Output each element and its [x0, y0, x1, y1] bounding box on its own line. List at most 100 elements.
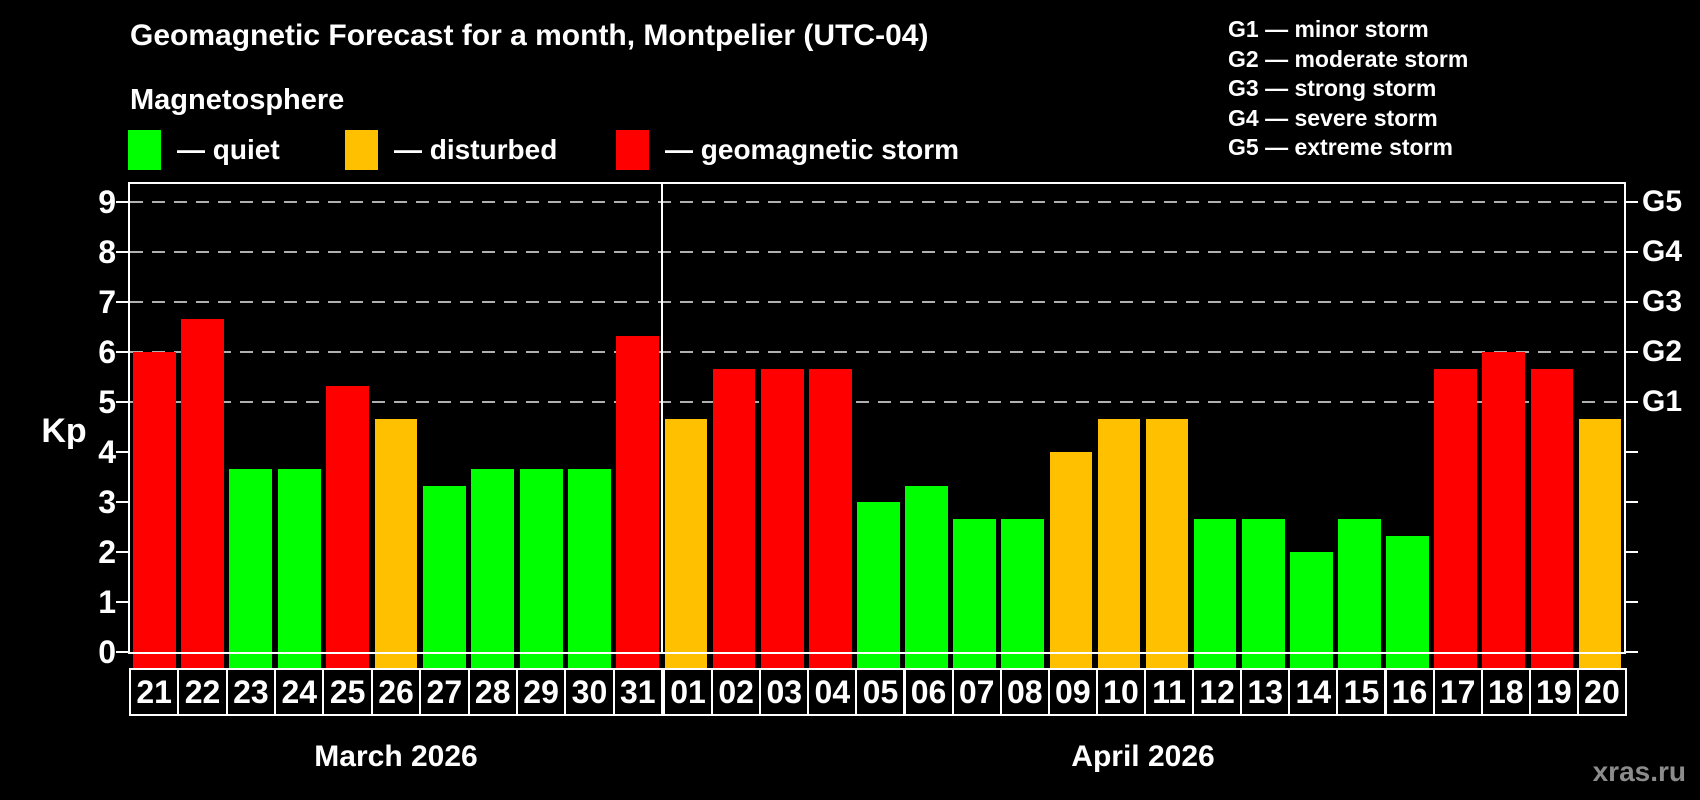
daybox-march-30: 30	[564, 668, 615, 716]
legend-item-disturbed: — disturbed	[345, 130, 557, 170]
daybox-april-06: 06	[903, 668, 954, 716]
daybox-march-21: 21	[129, 668, 180, 716]
month-separator-line	[661, 184, 663, 652]
daybox-april-11: 11	[1144, 668, 1195, 716]
daybox-march-27: 27	[419, 668, 470, 716]
plot-border	[128, 182, 1626, 654]
bar-march-28	[471, 468, 515, 668]
legend-item-storm: — geomagnetic storm	[616, 130, 959, 170]
ytick-left-4	[116, 451, 128, 453]
ytick-label-7: 7	[98, 284, 116, 320]
ytick-left-7	[116, 301, 128, 303]
bar-april-05	[857, 502, 900, 668]
storm-scale-line-4: G4 — severe storm	[1228, 104, 1438, 131]
bar-april-08	[1001, 518, 1045, 668]
bar-april-01	[664, 418, 708, 668]
ytick-label-3: 3	[98, 484, 116, 520]
g-axis-label-g4: G4	[1642, 235, 1683, 268]
bar-march-31	[616, 335, 660, 668]
bar-april-10	[1097, 418, 1141, 668]
bar-march-25	[326, 385, 370, 668]
storm-scale-line-2: G2 — moderate storm	[1228, 45, 1469, 72]
ytick-right-9	[1626, 201, 1638, 203]
bar-march-26	[374, 418, 418, 668]
bar-april-12	[1193, 518, 1237, 668]
gridline-kp8	[130, 251, 1624, 253]
storm-scale-legend: G1 — minor storm G2 — moderate storm G3 — …	[1228, 15, 1468, 163]
storm-scale-line-5: G5 — extreme storm	[1228, 134, 1453, 160]
ytick-label-4: 4	[98, 434, 116, 470]
legend-swatch-storm	[616, 130, 649, 170]
daybox-april-18: 18	[1480, 668, 1531, 716]
legend-swatch-disturbed	[345, 130, 378, 170]
daybox-april-12: 12	[1192, 668, 1243, 716]
bar-april-19	[1530, 368, 1574, 668]
legend-swatch-quiet	[128, 130, 161, 170]
bar-april-03	[760, 368, 804, 668]
legend-label-quiet: — quiet	[177, 134, 280, 165]
ytick-label-8: 8	[98, 234, 116, 270]
ytick-right-6	[1626, 351, 1638, 353]
bar-april-16	[1386, 535, 1429, 668]
bar-march-27	[422, 485, 466, 668]
daybox-april-01: 01	[663, 668, 714, 716]
magnetosphere-label: Magnetosphere	[130, 84, 345, 116]
bar-march-21	[132, 352, 176, 668]
daybox-april-03: 03	[759, 668, 810, 716]
xras-watermark: xras.ru	[1592, 756, 1686, 787]
ytick-label-1: 1	[98, 584, 116, 620]
ytick-right-4	[1626, 451, 1638, 453]
bar-april-07	[953, 518, 996, 668]
bar-april-02	[712, 368, 756, 668]
daybox-april-05: 05	[855, 668, 906, 716]
bar-april-20	[1578, 418, 1622, 668]
ytick-right-3	[1626, 501, 1638, 503]
daybox-april-16: 16	[1384, 668, 1435, 716]
ytick-label-0: 0	[98, 634, 116, 670]
ytick-right-8	[1626, 251, 1638, 253]
g-axis-label-g2: G2	[1642, 335, 1683, 368]
g-axis-label-g1: G1	[1642, 385, 1683, 418]
ytick-right-1	[1626, 601, 1638, 603]
g-axis-label-g5: G5	[1642, 185, 1683, 218]
ytick-right-7	[1626, 301, 1638, 303]
ytick-label-2: 2	[98, 534, 116, 570]
ytick-label-9: 9	[98, 184, 116, 220]
bar-april-04	[809, 368, 852, 668]
daybox-march-23: 23	[225, 668, 277, 716]
daybox-march-31: 31	[612, 668, 663, 716]
month-label-april: April 2026	[1071, 740, 1215, 773]
legend-label-storm: — geomagnetic storm	[665, 134, 960, 165]
bar-april-18	[1482, 352, 1526, 668]
daybox-april-10: 10	[1095, 668, 1146, 716]
magnetosphere-legend: — quiet — disturbed — geomagnetic storm	[0, 0, 1700, 180]
daybox-april-20: 20	[1576, 668, 1627, 716]
bar-april-11	[1145, 418, 1189, 668]
daybox-march-29: 29	[515, 668, 567, 716]
daybox-april-02: 02	[711, 668, 762, 716]
daybox-march-22: 22	[177, 668, 228, 716]
bar-april-13	[1241, 518, 1285, 668]
bar-april-14	[1290, 552, 1333, 668]
daybox-april-08: 08	[999, 668, 1050, 716]
kp-axis-label: Kp	[41, 412, 87, 450]
gridline-kp6	[130, 351, 1624, 353]
gridline-kp5	[130, 401, 1624, 403]
month-label-march: March 2026	[314, 740, 478, 773]
g-axis-label-g3: G3	[1642, 285, 1683, 318]
bar-april-17	[1434, 368, 1477, 668]
ytick-left-9	[116, 201, 128, 203]
daybox-april-19: 19	[1528, 668, 1579, 716]
daybox-march-24: 24	[274, 668, 325, 716]
ytick-right-5	[1626, 401, 1638, 403]
daybox-march-25: 25	[322, 668, 373, 716]
bar-april-06	[905, 485, 948, 668]
bar-march-30	[568, 468, 611, 668]
bar-march-23	[229, 468, 273, 668]
bar-march-29	[519, 468, 563, 668]
daybox-march-28: 28	[467, 668, 518, 716]
ytick-left-5	[116, 401, 128, 403]
daybox-april-04: 04	[807, 668, 858, 716]
legend-item-quiet: — quiet	[128, 130, 280, 170]
